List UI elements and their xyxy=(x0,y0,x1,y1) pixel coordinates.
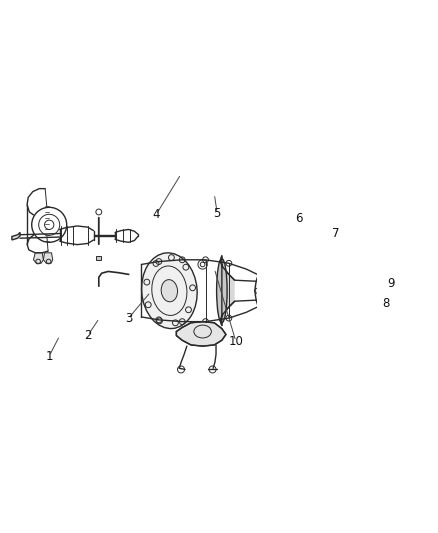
Text: 1: 1 xyxy=(46,350,53,362)
Ellipse shape xyxy=(255,257,307,324)
Ellipse shape xyxy=(161,280,177,302)
Polygon shape xyxy=(220,256,235,326)
Text: 10: 10 xyxy=(229,335,243,348)
Circle shape xyxy=(367,231,376,239)
Ellipse shape xyxy=(217,259,227,323)
Polygon shape xyxy=(12,232,20,240)
Polygon shape xyxy=(33,253,43,263)
Polygon shape xyxy=(177,321,226,346)
Polygon shape xyxy=(43,253,53,263)
Text: 6: 6 xyxy=(295,213,303,225)
Polygon shape xyxy=(96,256,101,260)
Polygon shape xyxy=(258,149,327,191)
Ellipse shape xyxy=(265,270,297,311)
Text: 7: 7 xyxy=(332,227,340,240)
Text: 8: 8 xyxy=(383,297,390,310)
Text: 4: 4 xyxy=(152,208,160,221)
Text: 3: 3 xyxy=(125,312,132,325)
Text: 5: 5 xyxy=(213,207,221,220)
Ellipse shape xyxy=(141,253,197,328)
Text: 2: 2 xyxy=(84,329,92,342)
Text: 9: 9 xyxy=(387,277,395,289)
